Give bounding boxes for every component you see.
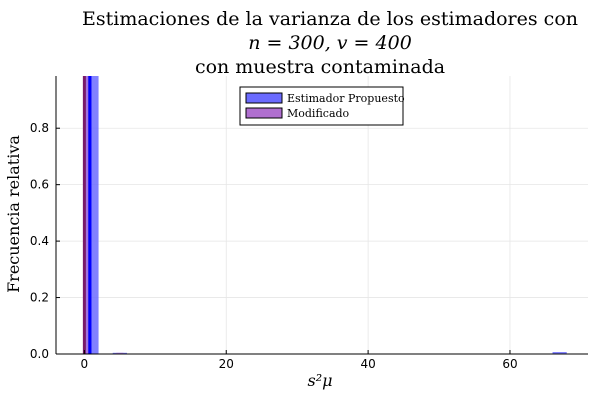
legend-label-modificado: Modificado <box>287 107 350 120</box>
y-tick-label: 0.8 <box>30 121 49 135</box>
y-tick-label: 0.2 <box>30 291 49 305</box>
legend-label-estimador-propuesto: Estimador Propuesto <box>287 92 405 105</box>
y-tick-label: 0.0 <box>30 347 49 361</box>
chart-title-line-3: con muestra contaminada <box>195 56 445 78</box>
chart-title-line-2: n = 300, v = 400 <box>248 32 412 54</box>
x-axis-label: s²μ <box>307 371 332 390</box>
axes <box>55 76 588 355</box>
x-tick-label: 40 <box>360 357 375 371</box>
legend-swatch-modificado <box>245 107 283 119</box>
x-tick-label: 60 <box>502 357 517 371</box>
x-tick-label: 0 <box>81 357 89 371</box>
bar-overlap-edge <box>82 76 86 354</box>
y-tick-label: 0.4 <box>30 234 49 248</box>
legend: Estimador Propuesto Modificado <box>239 86 405 126</box>
tick-labels: 0 20 40 60 0.0 0.2 0.4 0.6 0.8 <box>30 121 518 371</box>
y-axis-label: Frecuencia relativa <box>4 135 23 293</box>
chart-title-line-1: Estimaciones de la varianza de los estim… <box>82 8 578 30</box>
legend-swatch-estimador-propuesto <box>245 92 283 104</box>
bar-overlap <box>88 76 92 354</box>
bar-modificado <box>84 76 92 354</box>
bar-estimador-propuesto <box>552 352 567 354</box>
y-tick-label: 0.6 <box>30 178 49 192</box>
bars <box>82 76 567 354</box>
x-tick-label: 20 <box>219 357 234 371</box>
bar-modificado <box>116 352 124 354</box>
